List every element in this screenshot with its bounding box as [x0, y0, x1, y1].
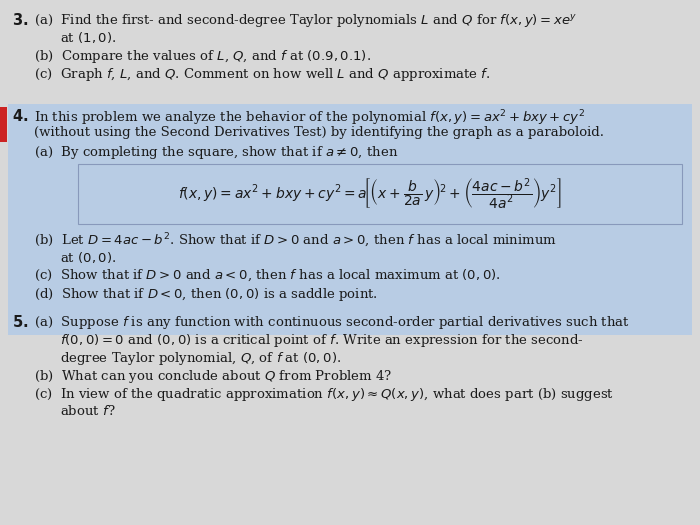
Text: at $(1, 0)$.: at $(1, 0)$.	[60, 30, 116, 45]
Text: degree Taylor polynomial, $Q$, of $f$ at $(0, 0)$.: degree Taylor polynomial, $Q$, of $f$ at…	[60, 350, 342, 367]
Text: $f(0, 0) = 0$ and $(0, 0)$ is a critical point of $f$. Write an expression for t: $f(0, 0) = 0$ and $(0, 0)$ is a critical…	[60, 332, 584, 349]
Text: (a)  Find the first- and second-degree Taylor polynomials $L$ and $Q$ for $f(x, : (a) Find the first- and second-degree Ta…	[34, 12, 577, 29]
Text: (b)  Let $D = 4ac - b^2$. Show that if $D > 0$ and $a > 0$, then $f$ has a local: (b) Let $D = 4ac - b^2$. Show that if $D…	[34, 232, 557, 250]
Text: In this problem we analyze the behavior of the polynomial $f(x, y) = ax^2 + bxy : In this problem we analyze the behavior …	[34, 108, 585, 128]
Text: at $(0, 0)$.: at $(0, 0)$.	[60, 250, 116, 265]
Text: $\mathbf{4.}$: $\mathbf{4.}$	[12, 108, 28, 124]
Text: (without using the Second Derivatives Test) by identifying the graph as a parabo: (without using the Second Derivatives Te…	[34, 126, 604, 139]
Text: (b)  Compare the values of $L$, $Q$, and $f$ at $(0.9, 0.1)$.: (b) Compare the values of $L$, $Q$, and …	[34, 48, 371, 65]
Text: (c)  Graph $f$, $L$, and $Q$. Comment on how well $L$ and $Q$ approximate $f$.: (c) Graph $f$, $L$, and $Q$. Comment on …	[34, 66, 491, 83]
Text: (c)  Show that if $D > 0$ and $a < 0$, then $f$ has a local maximum at $(0, 0)$.: (c) Show that if $D > 0$ and $a < 0$, th…	[34, 268, 500, 284]
Text: (b)  What can you conclude about $Q$ from Problem 4?: (b) What can you conclude about $Q$ from…	[34, 368, 392, 385]
Text: (c)  In view of the quadratic approximation $f(x, y) \approx Q(x, y)$, what does: (c) In view of the quadratic approximati…	[34, 386, 614, 403]
Text: (a)  By completing the square, show that if $a \neq 0$, then: (a) By completing the square, show that …	[34, 144, 398, 161]
Text: $f(x, y) = ax^2 + bxy + cy^2 = a\!\left[\left(x + \dfrac{b}{2a}\,y\right)^{\!2} : $f(x, y) = ax^2 + bxy + cy^2 = a\!\left[…	[178, 176, 562, 212]
Text: (a)  Suppose $f$ is any function with continuous second-order partial derivative: (a) Suppose $f$ is any function with con…	[34, 314, 629, 331]
FancyBboxPatch shape	[8, 104, 692, 335]
FancyBboxPatch shape	[0, 107, 7, 142]
Text: about $f$?: about $f$?	[60, 404, 116, 418]
Text: $\mathbf{5.}$: $\mathbf{5.}$	[12, 314, 28, 330]
Text: (d)  Show that if $D < 0$, then $(0, 0)$ is a saddle point.: (d) Show that if $D < 0$, then $(0, 0)$ …	[34, 286, 378, 303]
FancyBboxPatch shape	[78, 164, 682, 224]
Text: $\mathbf{3.}$: $\mathbf{3.}$	[12, 12, 28, 28]
